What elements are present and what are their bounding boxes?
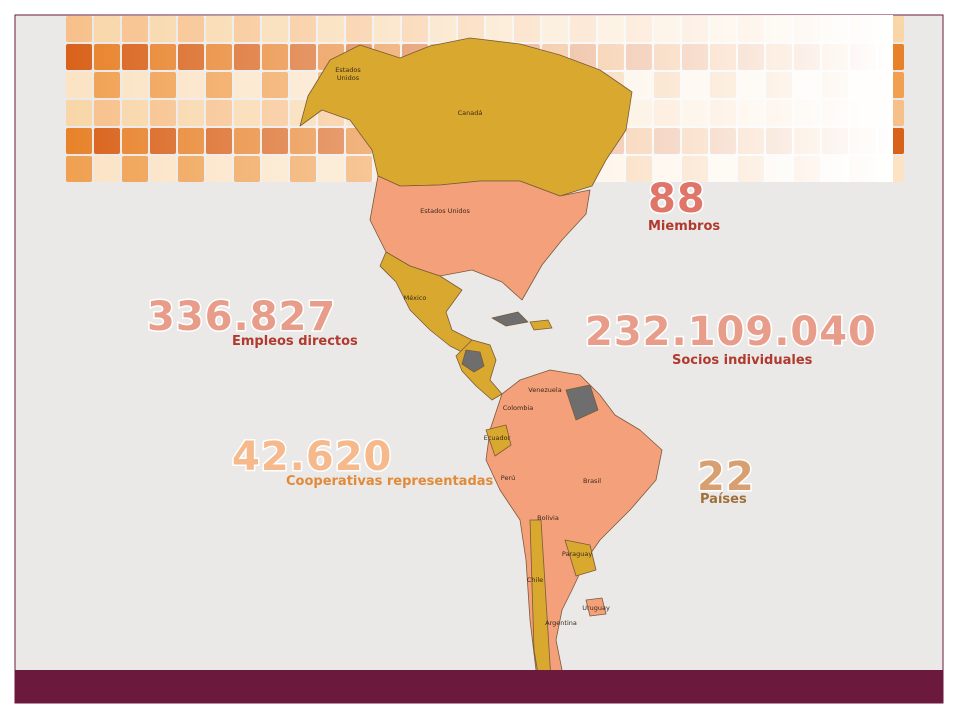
stat-label: Cooperativas representadas [286,474,494,489]
caribbean [529,319,553,331]
stat-value: 42.620 [232,434,392,480]
footer-bar [15,670,943,703]
country-label: Paraguay [562,550,592,558]
country-label: Bolivia [537,514,559,522]
map [299,37,663,693]
stat-value: 88 [648,176,706,222]
country-label: Estados Unidos [420,207,470,215]
country-label: Estados [335,66,361,74]
caribbean [491,311,529,327]
ecuador [485,424,512,457]
central-america-gray [461,349,485,373]
stat-label: Empleos directos [232,334,358,349]
country-label: Chile [527,576,543,584]
south-america [485,369,663,693]
stat-label: Socios individuales [672,353,813,368]
canada-alaska [299,37,633,197]
stat-label: Países [700,492,747,507]
uruguay [585,597,607,617]
country-label: Argentina [545,619,577,627]
paraguay [564,539,597,577]
country-label: Colombia [503,404,534,412]
guyanas [565,384,599,421]
country-label: Venezuela [528,386,561,394]
country-label: Canadá [458,109,483,117]
country-label: Unidos [337,74,360,82]
country-label: México [404,294,427,302]
stat-value: 22 [697,454,755,500]
country-label: Perú [501,474,515,482]
country-label: Ecuador [484,434,511,442]
stat-value: 336.827 [147,294,336,340]
country-label: Brasil [583,477,601,485]
stat-value: 232.109.040 [585,309,877,355]
country-label: Uruguay [582,604,610,612]
stat-label: Miembros [648,219,720,234]
